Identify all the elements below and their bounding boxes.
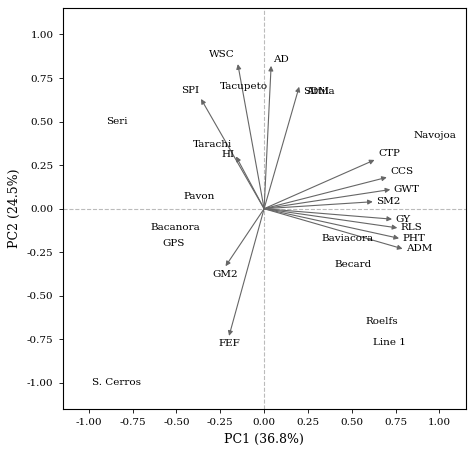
Text: GM2: GM2 [213,270,238,279]
Text: Line 1: Line 1 [373,338,406,347]
Text: GPS: GPS [163,239,185,248]
Text: Becard: Becard [334,260,372,269]
Text: AD: AD [273,55,289,64]
Text: Attila: Attila [306,87,335,96]
Text: CTP: CTP [378,149,400,158]
Text: SM2: SM2 [376,197,401,206]
Text: Roelfs: Roelfs [366,317,398,326]
Text: SPI: SPI [181,86,199,95]
Text: Bacanora: Bacanora [150,223,200,232]
Text: CCS: CCS [390,167,413,176]
Text: Tarachi: Tarachi [193,140,233,149]
Text: S. Cerros: S. Cerros [92,379,141,387]
Y-axis label: PC2 (24.5%): PC2 (24.5%) [9,169,21,248]
Text: Navojoa: Navojoa [413,131,456,140]
Text: GY: GY [396,215,410,224]
Text: HI: HI [221,150,234,159]
Text: SDM: SDM [303,87,328,96]
Text: Tacupeto: Tacupeto [219,82,268,90]
X-axis label: PC1 (36.8%): PC1 (36.8%) [224,433,304,446]
Text: RLS: RLS [401,223,422,232]
Text: ADM: ADM [406,244,432,253]
Text: WSC: WSC [209,50,234,59]
Text: Pavon: Pavon [183,192,215,201]
Text: Seri: Seri [106,117,128,126]
Text: PHT: PHT [402,234,426,243]
Text: FEF: FEF [218,340,240,348]
Text: Baviacora: Baviacora [322,234,374,243]
Text: GWT: GWT [394,185,420,194]
